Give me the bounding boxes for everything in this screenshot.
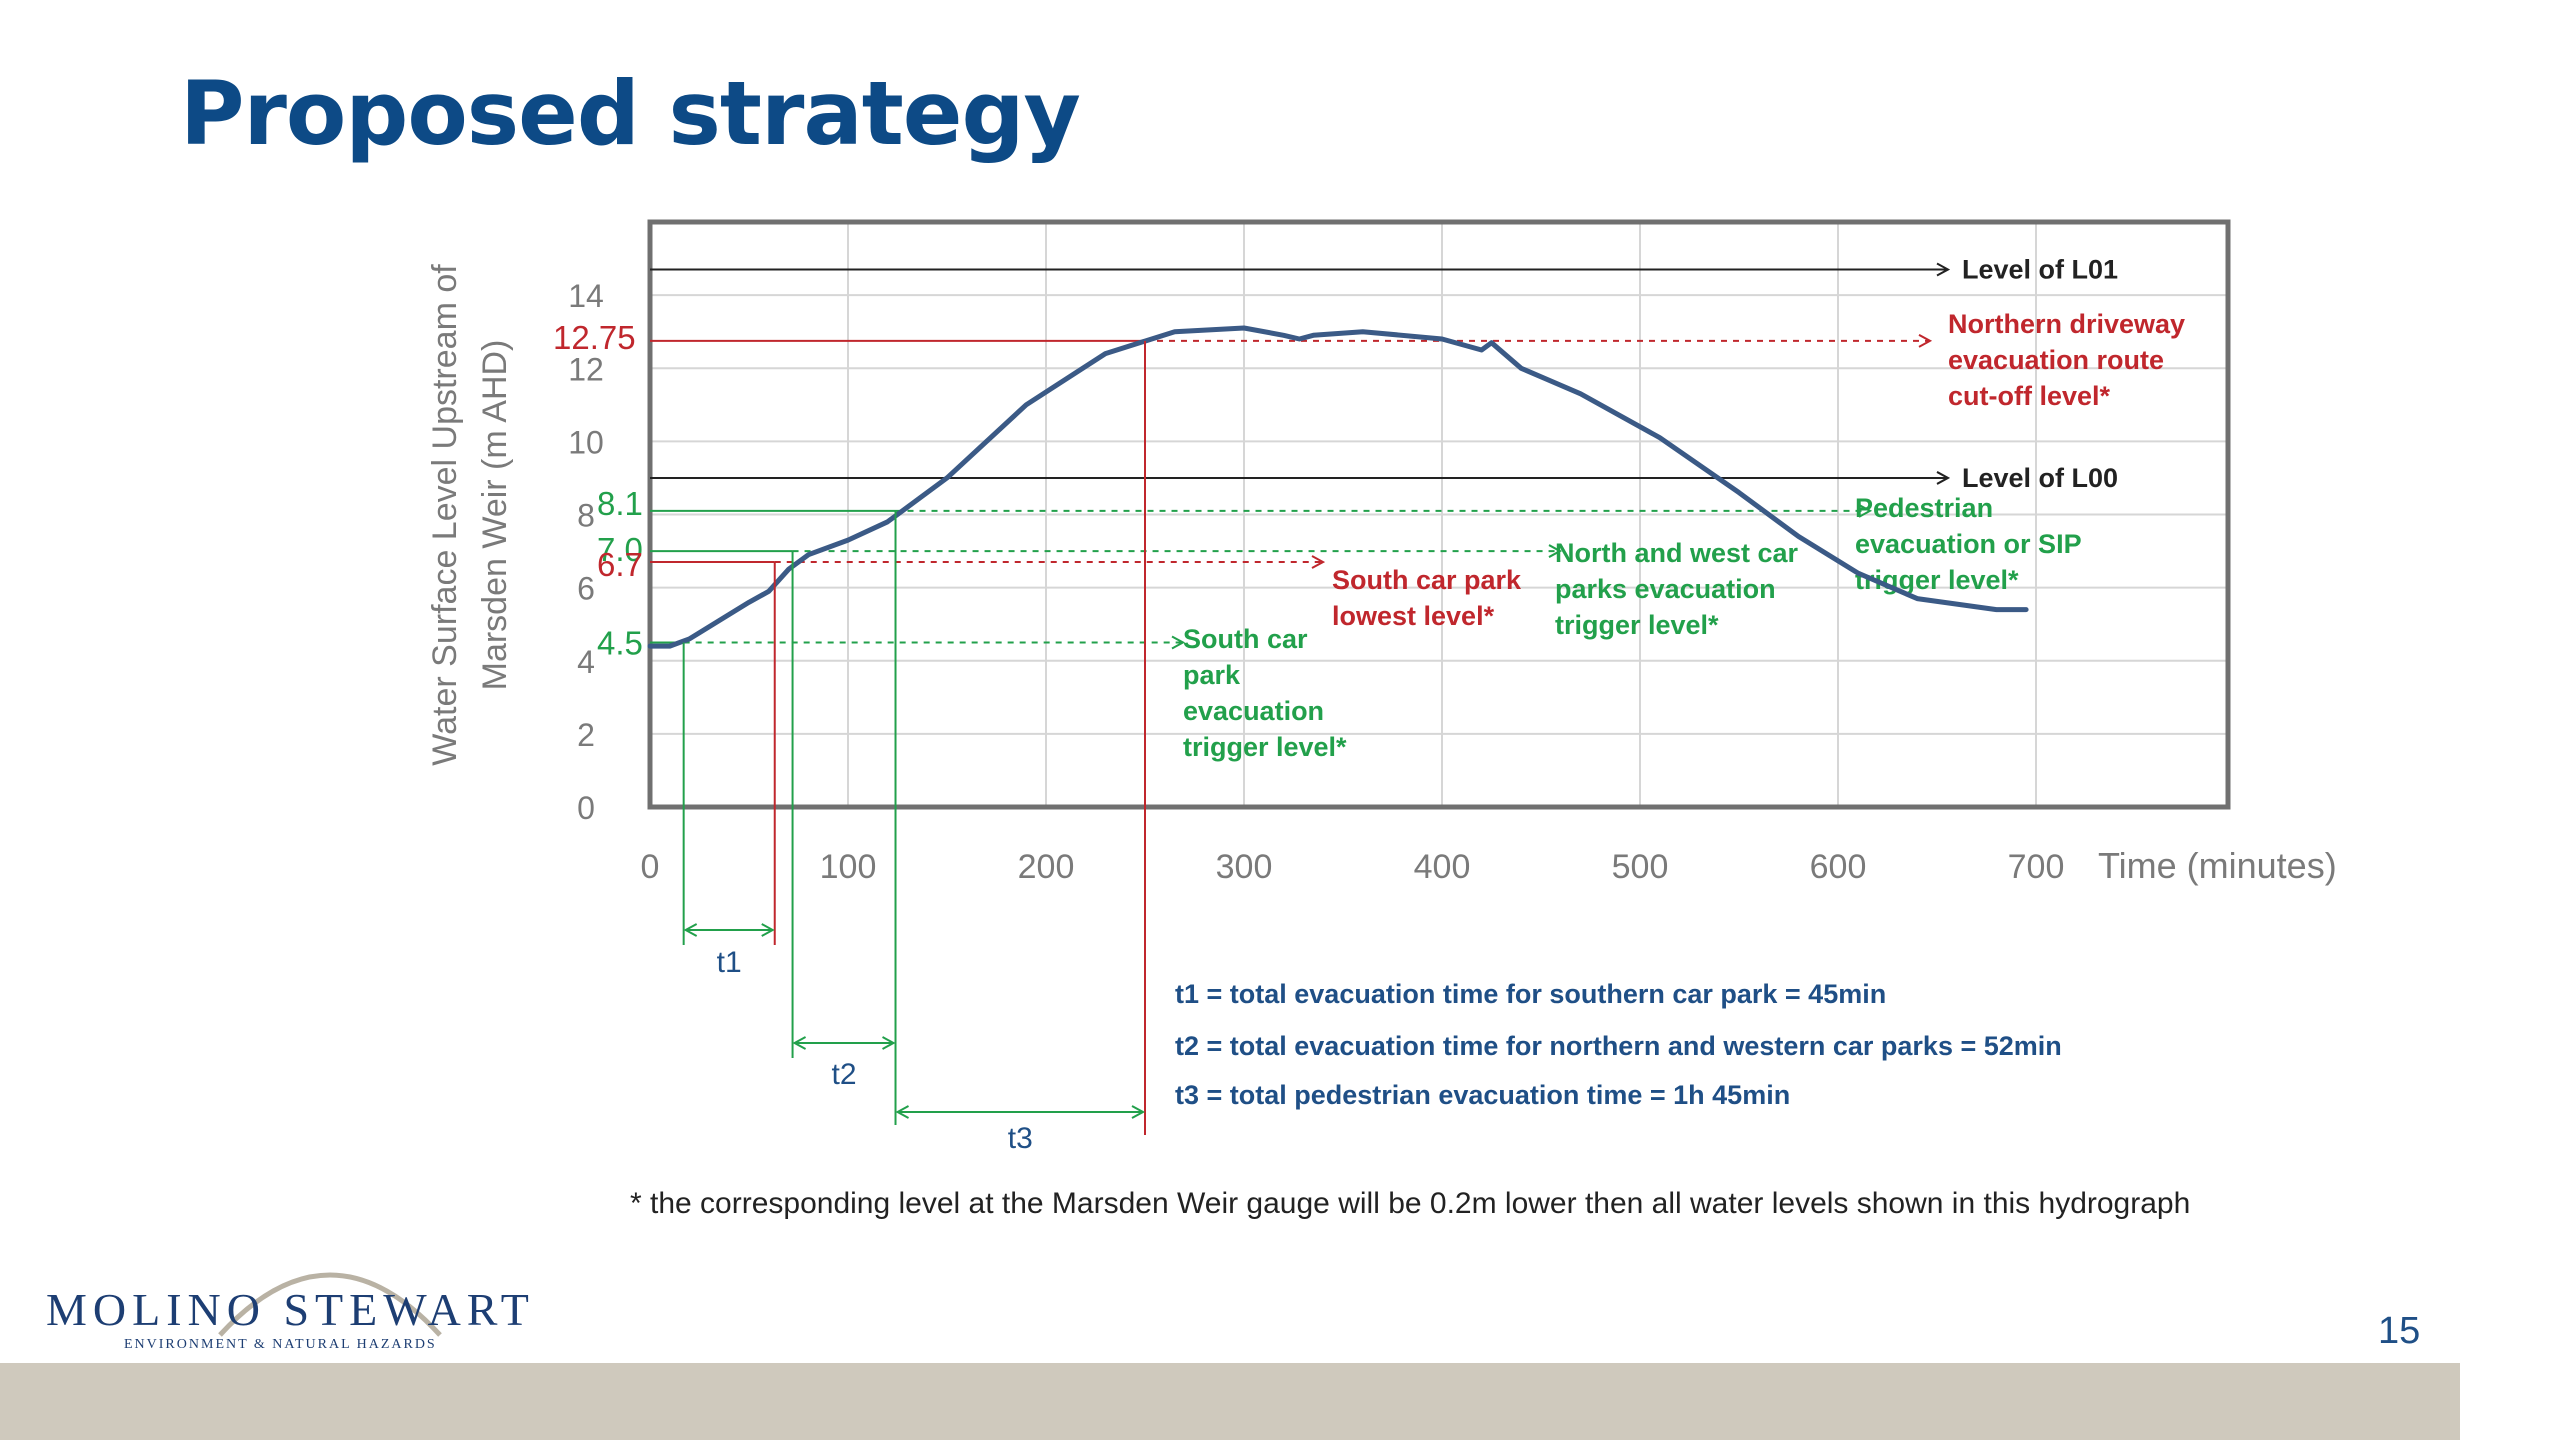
x-tick-label: 500 (1612, 848, 1669, 886)
interval-label-t3: t3 (1008, 1122, 1033, 1155)
y-tick-label: 8 (577, 498, 595, 534)
interval-label-t2: t2 (832, 1058, 857, 1091)
ref-label-pedestrian: trigger level* (1855, 565, 2019, 595)
ref-label-northwest: parks evacuation (1555, 574, 1776, 604)
x-tick-label: 700 (2008, 848, 2065, 886)
ref-label-southlow: lowest level* (1332, 601, 1495, 631)
ref-label-northwest: trigger level* (1555, 610, 1719, 640)
y-axis-label-line2: Marsden Weir (m AHD) (476, 340, 514, 691)
y-axis-label-group: Water Surface Level Upstream of Marsden W… (426, 264, 514, 766)
y-tick-label: 0 (577, 790, 595, 826)
chart-footnote: * the corresponding level at the Marsden… (630, 1187, 2190, 1220)
footer-band-tail (2440, 1363, 2460, 1440)
page-number: 15 (2378, 1310, 2421, 1352)
ref-label-pedestrian: evacuation or SIP (1855, 529, 2082, 559)
ref-label-southtrigger: park (1183, 660, 1241, 690)
x-tick-label: 0 (641, 848, 660, 886)
y-tick-label: 14 (568, 278, 604, 314)
x-tick-label: 300 (1216, 848, 1273, 886)
slide-title: Proposed strategy (180, 62, 1081, 165)
ref-label-southtrigger: evacuation (1183, 696, 1324, 726)
x-tick-label: 400 (1414, 848, 1471, 886)
ref-label-cutoff: evacuation route (1948, 345, 2164, 375)
x-axis-label: Time (minutes) (2098, 845, 2337, 886)
ref-label-cutoff: cut-off level* (1948, 381, 2111, 411)
ref-label-pedestrian: Pedestrian (1855, 493, 1993, 523)
interval-label-t1: t1 (717, 946, 742, 979)
highlight-level-label: 7.0 (597, 531, 643, 568)
highlight-level-label: 6.7 (597, 546, 643, 583)
ref-label-southtrigger: South car (1183, 624, 1308, 654)
x-tick-label: 200 (1018, 848, 1075, 886)
ref-label-cutoff: Northern driveway (1948, 309, 2185, 339)
x-tick-label: 100 (820, 848, 877, 886)
highlight-level-label: 4.5 (597, 624, 643, 661)
molino-stewart-logo: MOLINO STEWART ENVIRONMENT & NATURAL HAZ… (40, 1235, 529, 1355)
highlight-level-label: 8.1 (597, 485, 643, 522)
interval-description-t2: t2 = total evacuation time for northern … (1175, 1031, 2062, 1061)
y-tick-label: 2 (577, 717, 595, 753)
y-tick-label: 6 (577, 571, 595, 607)
ref-label-l01: Level of L01 (1962, 255, 2118, 285)
y-tick-label: 10 (568, 424, 604, 460)
plot-frame (647, 219, 2231, 810)
footer-band (0, 1363, 2460, 1440)
series-line (647, 325, 2029, 649)
ref-label-northwest: North and west car (1555, 538, 1799, 568)
logo-tagline: ENVIRONMENT & NATURAL HAZARDS (124, 1337, 437, 1352)
ref-label-l00: Level of L00 (1962, 463, 2118, 493)
y-tick-label: 4 (577, 644, 595, 680)
interval-description-t3: t3 = total pedestrian evacuation time = … (1175, 1080, 1790, 1110)
ref-label-southtrigger: trigger level* (1183, 732, 1347, 762)
highlight-level-label: 12.75 (553, 319, 636, 356)
logo-arc-icon (218, 1272, 442, 1337)
logo-name: MOLINO STEWART (46, 1284, 535, 1335)
interval-description-t1: t1 = total evacuation time for southern … (1175, 979, 1886, 1009)
x-tick-label: 600 (1810, 848, 1867, 886)
y-tick-label: 12 (568, 351, 604, 387)
y-axis-label-line1: Water Surface Level Upstream of (426, 264, 464, 766)
ref-label-southlow: South car park (1332, 565, 1522, 595)
